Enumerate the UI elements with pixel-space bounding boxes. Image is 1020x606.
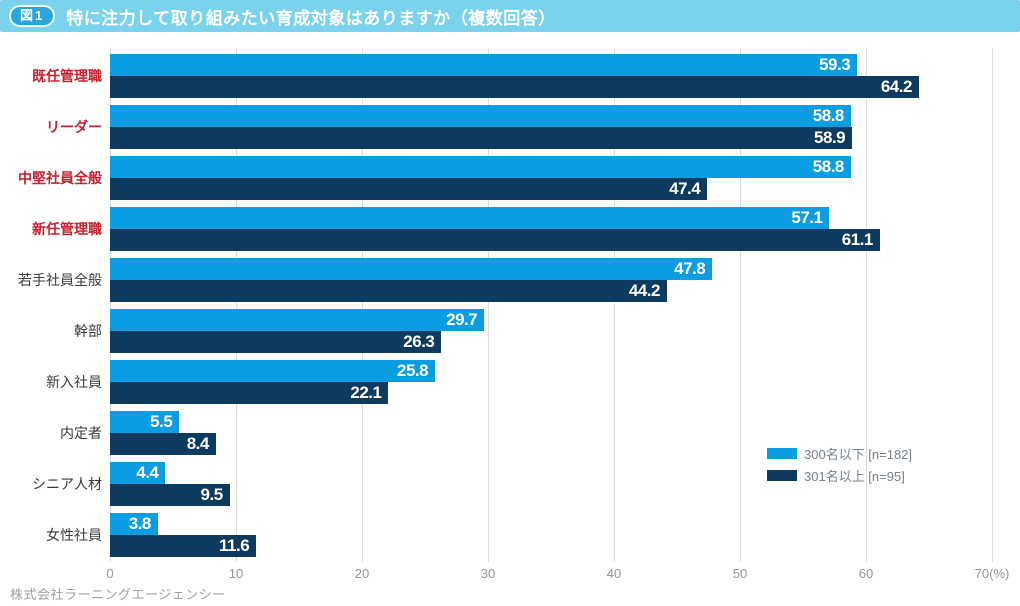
- category-label: シニア人材: [32, 476, 102, 492]
- legend-item-large-company: 301名以上 [n=95]: [767, 464, 912, 486]
- bar-value-label: 58.8: [812, 157, 845, 176]
- bar-value-label: 5.5: [150, 412, 173, 431]
- gridline: [488, 48, 489, 562]
- bar-value-label: 4.4: [136, 463, 159, 482]
- bar-small-company: 58.8: [110, 105, 851, 127]
- x-axis-tick-label: 10: [228, 566, 244, 581]
- gridline: [236, 48, 237, 562]
- bar-value-label: 44.2: [628, 281, 661, 300]
- x-axis-tick-label: 40: [606, 566, 622, 581]
- x-axis-tick-label: 60: [858, 566, 874, 581]
- bar-chart-plot-area: 0 10 20 30 40 50 60 70(%) 59.3 64.2 58.8 58.9 58.8 47…: [106, 48, 1009, 581]
- category-label: 新任管理職: [32, 221, 102, 237]
- legend-item-small-company: 300名以下 [n=182]: [767, 442, 912, 464]
- bar-small-company: 47.8: [110, 258, 713, 280]
- bar-value-label: 22.1: [350, 383, 382, 402]
- legend-label-small-company: 300名以下 [n=182]: [804, 446, 913, 462]
- legend-swatch-small-company: [767, 447, 797, 459]
- bar-small-company: 59.3: [110, 54, 858, 76]
- legend: 300名以下 [n=182] 301名以上 [n=95]: [767, 442, 912, 486]
- category-label: 既任管理職: [32, 68, 102, 84]
- category-label: 女性社員: [46, 527, 102, 543]
- figure-header: 図1 特に注力して取り組みたい育成対象はありますか（複数回答）: [0, 0, 1020, 32]
- source-note: 株式会社ラーニングエージェンシー: [10, 587, 226, 602]
- bar-large-company: 11.6: [110, 535, 257, 557]
- bar-large-company: 22.1: [110, 382, 389, 404]
- bar-value-label: 8.4: [186, 434, 210, 453]
- bar-large-company: 9.5: [110, 484, 230, 506]
- bar-value-label: 58.9: [814, 128, 846, 147]
- bar-large-company: 64.2: [110, 76, 919, 98]
- category-label: 幹部: [74, 323, 102, 339]
- bar-small-company: 29.7: [110, 309, 485, 331]
- bar-large-company: 61.1: [110, 229, 880, 251]
- bar-small-company: 57.1: [110, 207, 830, 229]
- bar-value-label: 26.3: [403, 332, 435, 351]
- gridline: [110, 48, 111, 562]
- gridline: [362, 48, 363, 562]
- gridline: [992, 48, 993, 562]
- bar-value-label: 3.8: [128, 514, 152, 533]
- bar-value-label: 59.3: [819, 55, 851, 74]
- legend-swatch-large-company: [767, 469, 797, 481]
- bar-value-label: 58.8: [812, 106, 845, 125]
- bar-large-company: 26.3: [110, 331, 442, 353]
- category-label: 内定者: [60, 425, 102, 441]
- bar-value-label: 29.7: [446, 310, 478, 329]
- category-label: リーダー: [46, 119, 102, 135]
- bar-value-label: 25.8: [396, 361, 429, 380]
- bar-small-company: 58.8: [110, 156, 851, 178]
- x-axis-tick-label: 30: [480, 566, 496, 581]
- x-axis-tick-label: 50: [732, 566, 748, 581]
- category-label: 若手社員全般: [18, 272, 102, 288]
- category-label: 中堅社員全般: [18, 170, 102, 186]
- bar-small-company: 4.4: [110, 462, 166, 484]
- bar-value-label: 47.8: [674, 259, 706, 278]
- bar-small-company: 3.8: [110, 513, 158, 535]
- figure-number-badge: 図1: [9, 5, 56, 27]
- bar-large-company: 58.9: [110, 127, 853, 149]
- bar-value-label: 11.6: [219, 536, 250, 555]
- bar-value-label: 61.1: [841, 230, 874, 249]
- bar-value-label: 57.1: [791, 208, 823, 227]
- bar-value-label: 47.4: [669, 179, 701, 198]
- gridline: [614, 48, 615, 562]
- bar-value-label: 64.2: [880, 77, 913, 96]
- bar-small-company: 5.5: [110, 411, 180, 433]
- x-axis-tick-label: 70(%): [974, 566, 1010, 581]
- bar-small-company: 25.8: [110, 360, 436, 382]
- gridline: [740, 48, 741, 562]
- bar-large-company: 44.2: [110, 280, 667, 302]
- x-axis-tick-label: 0: [106, 566, 114, 581]
- figure-title: 特に注力して取り組みたい育成対象はありますか（複数回答）: [66, 8, 556, 28]
- gridline: [866, 48, 867, 562]
- bar-large-company: 8.4: [110, 433, 216, 455]
- bar-value-label: 9.5: [200, 485, 224, 504]
- legend-label-large-company: 301名以上 [n=95]: [804, 468, 905, 484]
- bar-large-company: 47.4: [110, 178, 708, 200]
- x-axis-tick-label: 20: [354, 566, 370, 581]
- category-label: 新入社員: [46, 374, 102, 390]
